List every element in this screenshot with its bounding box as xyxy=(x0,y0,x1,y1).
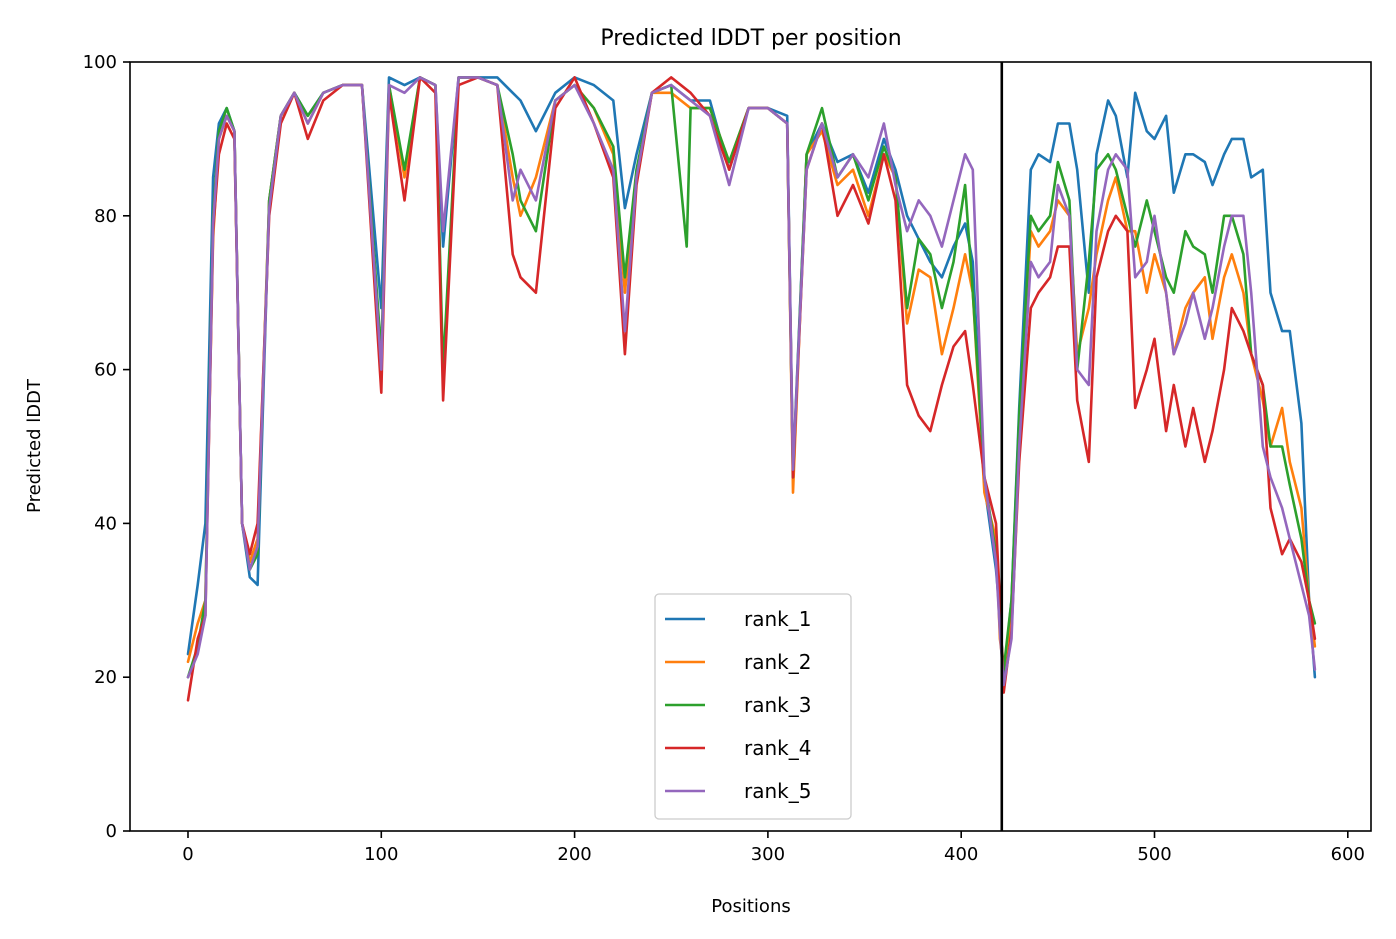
y-tick-label-40: 40 xyxy=(94,513,117,534)
x-tick-label-600: 600 xyxy=(1331,844,1365,865)
y-tick-label-0: 0 xyxy=(106,821,117,842)
chart-title: Predicted lDDT per position xyxy=(600,26,901,51)
legend: rank_1 rank_2 rank_3 rank_4 rank_5 xyxy=(654,593,852,820)
axes: 0 100 200 300 400 500 600 0 20 40 60 80 100 xyxy=(83,52,1372,865)
series-line-rank-5 xyxy=(186,76,1317,687)
x-tick-label-300: 300 xyxy=(751,844,785,865)
x-tick-label-400: 400 xyxy=(944,844,978,865)
y-tick-label-20: 20 xyxy=(94,667,117,688)
plot-area xyxy=(186,62,1317,831)
x-axis-label: Positions xyxy=(711,896,790,917)
series-line-rank-3 xyxy=(186,76,1317,679)
series-lines xyxy=(186,76,1317,702)
y-tick-label-60: 60 xyxy=(94,360,117,381)
x-tick-label-100: 100 xyxy=(364,844,398,865)
legend-label-rank-1: rank_1 xyxy=(744,607,811,631)
y-axis-label: Predicted lDDT xyxy=(24,378,45,513)
legend-label-rank-4: rank_4 xyxy=(744,736,811,760)
series-line-rank-1 xyxy=(186,76,1317,679)
legend-label-rank-2: rank_2 xyxy=(744,650,811,674)
x-tick-label-0: 0 xyxy=(182,844,193,865)
y-tick-label-100: 100 xyxy=(83,52,117,73)
legend-label-rank-5: rank_5 xyxy=(744,779,811,803)
y-tick-label-80: 80 xyxy=(94,206,117,227)
x-tick-label-200: 200 xyxy=(557,844,591,865)
legend-box xyxy=(654,593,852,820)
plot-frame xyxy=(129,61,1372,832)
legend-label-rank-3: rank_3 xyxy=(744,693,811,717)
x-tick-label-500: 500 xyxy=(1137,844,1171,865)
